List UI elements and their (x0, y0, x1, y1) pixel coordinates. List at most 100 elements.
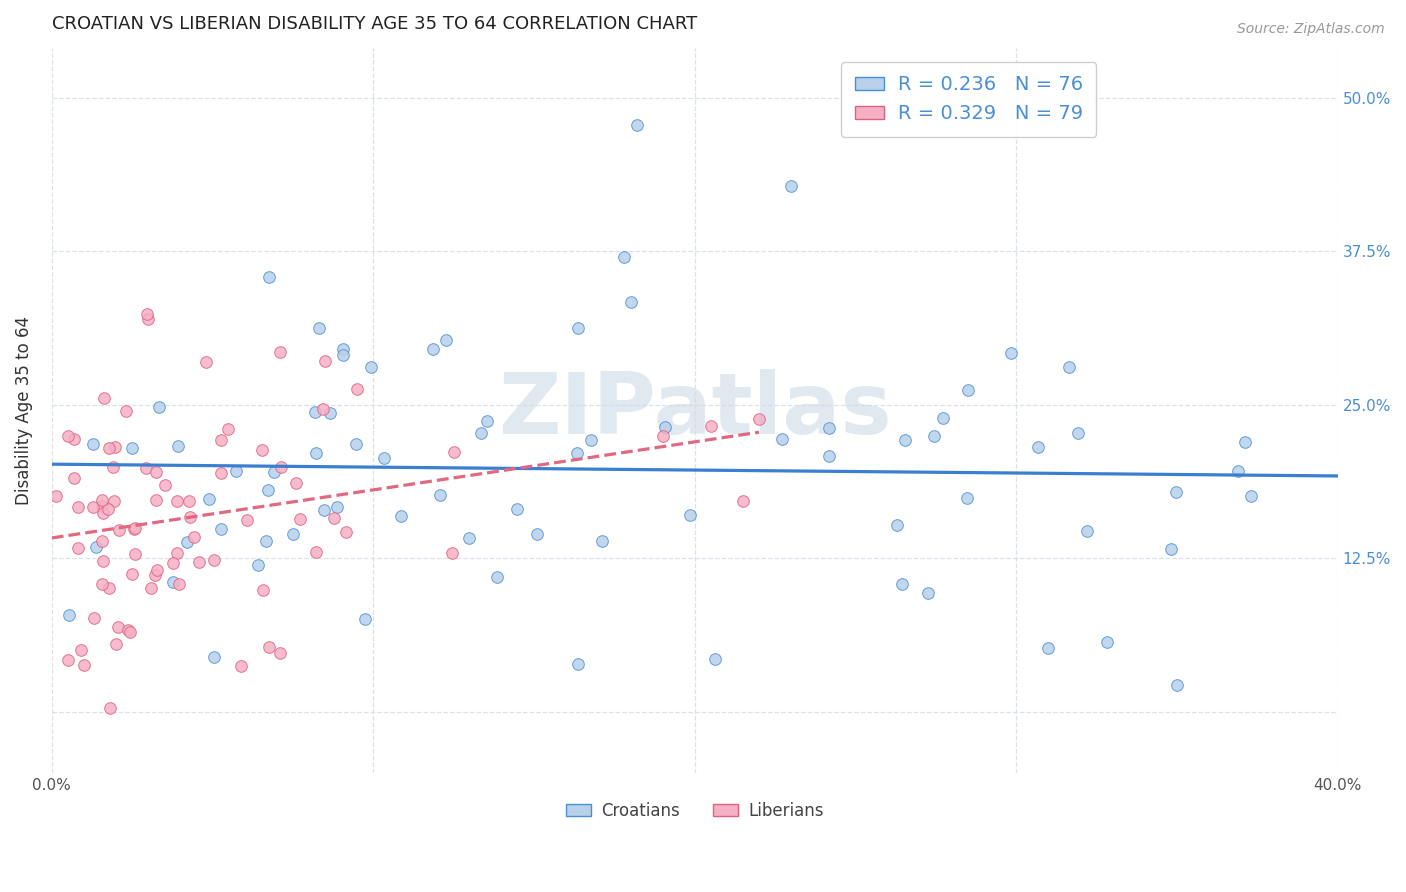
Point (346, 383, 368, 397)
Point (105, 637, 128, 651)
Point (82, 437, 104, 451)
Point (1227, 464, 1250, 478)
Point (922, 428, 945, 442)
Point (82, 500, 104, 515)
Point (304, 405, 326, 419)
Point (326, 500, 349, 514)
Point (506, 502, 529, 516)
Point (893, 434, 915, 448)
Text: CROATIAN VS LIBERIAN DISABILITY AGE 35 TO 64 CORRELATION CHART: CROATIAN VS LIBERIAN DISABILITY AGE 35 T… (52, 15, 697, 33)
Point (281, 526, 304, 541)
Point (703, 652, 725, 666)
Point (748, 411, 770, 425)
Point (1059, 360, 1081, 375)
Point (304, 545, 326, 559)
Point (285, 475, 308, 490)
Point (318, 406, 340, 420)
Point (202, 553, 225, 567)
Point (91, 506, 114, 520)
Y-axis label: Disability Age 35 to 64: Disability Age 35 to 64 (15, 317, 32, 506)
Point (139, 581, 162, 595)
Point (457, 531, 479, 545)
Point (45, 489, 67, 503)
Point (104, 440, 127, 454)
Point (121, 567, 143, 582)
Point (252, 443, 274, 458)
Point (177, 493, 200, 508)
Point (1067, 425, 1090, 440)
Point (183, 530, 205, 544)
Point (891, 577, 914, 591)
Point (486, 570, 509, 584)
Point (1166, 678, 1188, 692)
Point (136, 311, 159, 326)
Point (613, 250, 636, 264)
Point (314, 502, 336, 516)
Point (263, 465, 285, 479)
Point (565, 446, 588, 460)
Point (422, 342, 444, 356)
Point (91, 499, 114, 513)
Point (153, 478, 176, 492)
Point (1026, 440, 1049, 454)
Point (434, 334, 457, 348)
Point (254, 534, 277, 549)
Point (162, 556, 184, 570)
Point (66, 541, 89, 555)
Point (103, 494, 125, 508)
Point (917, 586, 939, 600)
Point (932, 411, 955, 425)
Point (257, 640, 280, 655)
Point (360, 359, 382, 374)
Point (120, 625, 142, 640)
Point (202, 649, 225, 664)
Text: Source: ZipAtlas.com: Source: ZipAtlas.com (1237, 22, 1385, 37)
Point (312, 402, 335, 417)
Point (257, 483, 280, 498)
Point (626, 118, 648, 132)
Point (91, 554, 114, 568)
Point (115, 403, 138, 417)
Point (166, 439, 188, 453)
Point (145, 465, 167, 479)
Point (121, 442, 143, 456)
Point (304, 446, 326, 460)
Point (188, 556, 211, 570)
Point (1038, 641, 1060, 656)
Point (332, 342, 354, 356)
Point (166, 546, 188, 560)
Point (308, 321, 330, 335)
Point (101, 460, 124, 475)
Point (1097, 635, 1119, 649)
Point (651, 429, 673, 443)
Point (86, 541, 108, 555)
Point (1164, 484, 1187, 499)
Point (217, 422, 239, 436)
Point (770, 432, 793, 446)
Point (70, 642, 93, 657)
Point (98, 581, 121, 595)
Point (288, 512, 311, 526)
Point (475, 414, 498, 428)
Point (135, 307, 157, 321)
Legend: Croatians, Liberians: Croatians, Liberians (560, 796, 830, 827)
Point (429, 488, 451, 502)
Point (198, 492, 221, 507)
Point (98, 442, 121, 456)
Point (73, 658, 96, 673)
Point (1233, 434, 1256, 449)
Point (124, 547, 146, 561)
Point (247, 558, 270, 572)
Point (1160, 541, 1182, 556)
Point (332, 348, 354, 362)
Point (225, 463, 247, 477)
Point (195, 354, 218, 368)
Point (886, 518, 908, 533)
Point (731, 494, 754, 508)
Point (956, 383, 979, 397)
Point (209, 466, 232, 480)
Point (145, 493, 167, 508)
Point (100, 701, 122, 715)
Point (108, 523, 131, 537)
Point (344, 437, 367, 451)
